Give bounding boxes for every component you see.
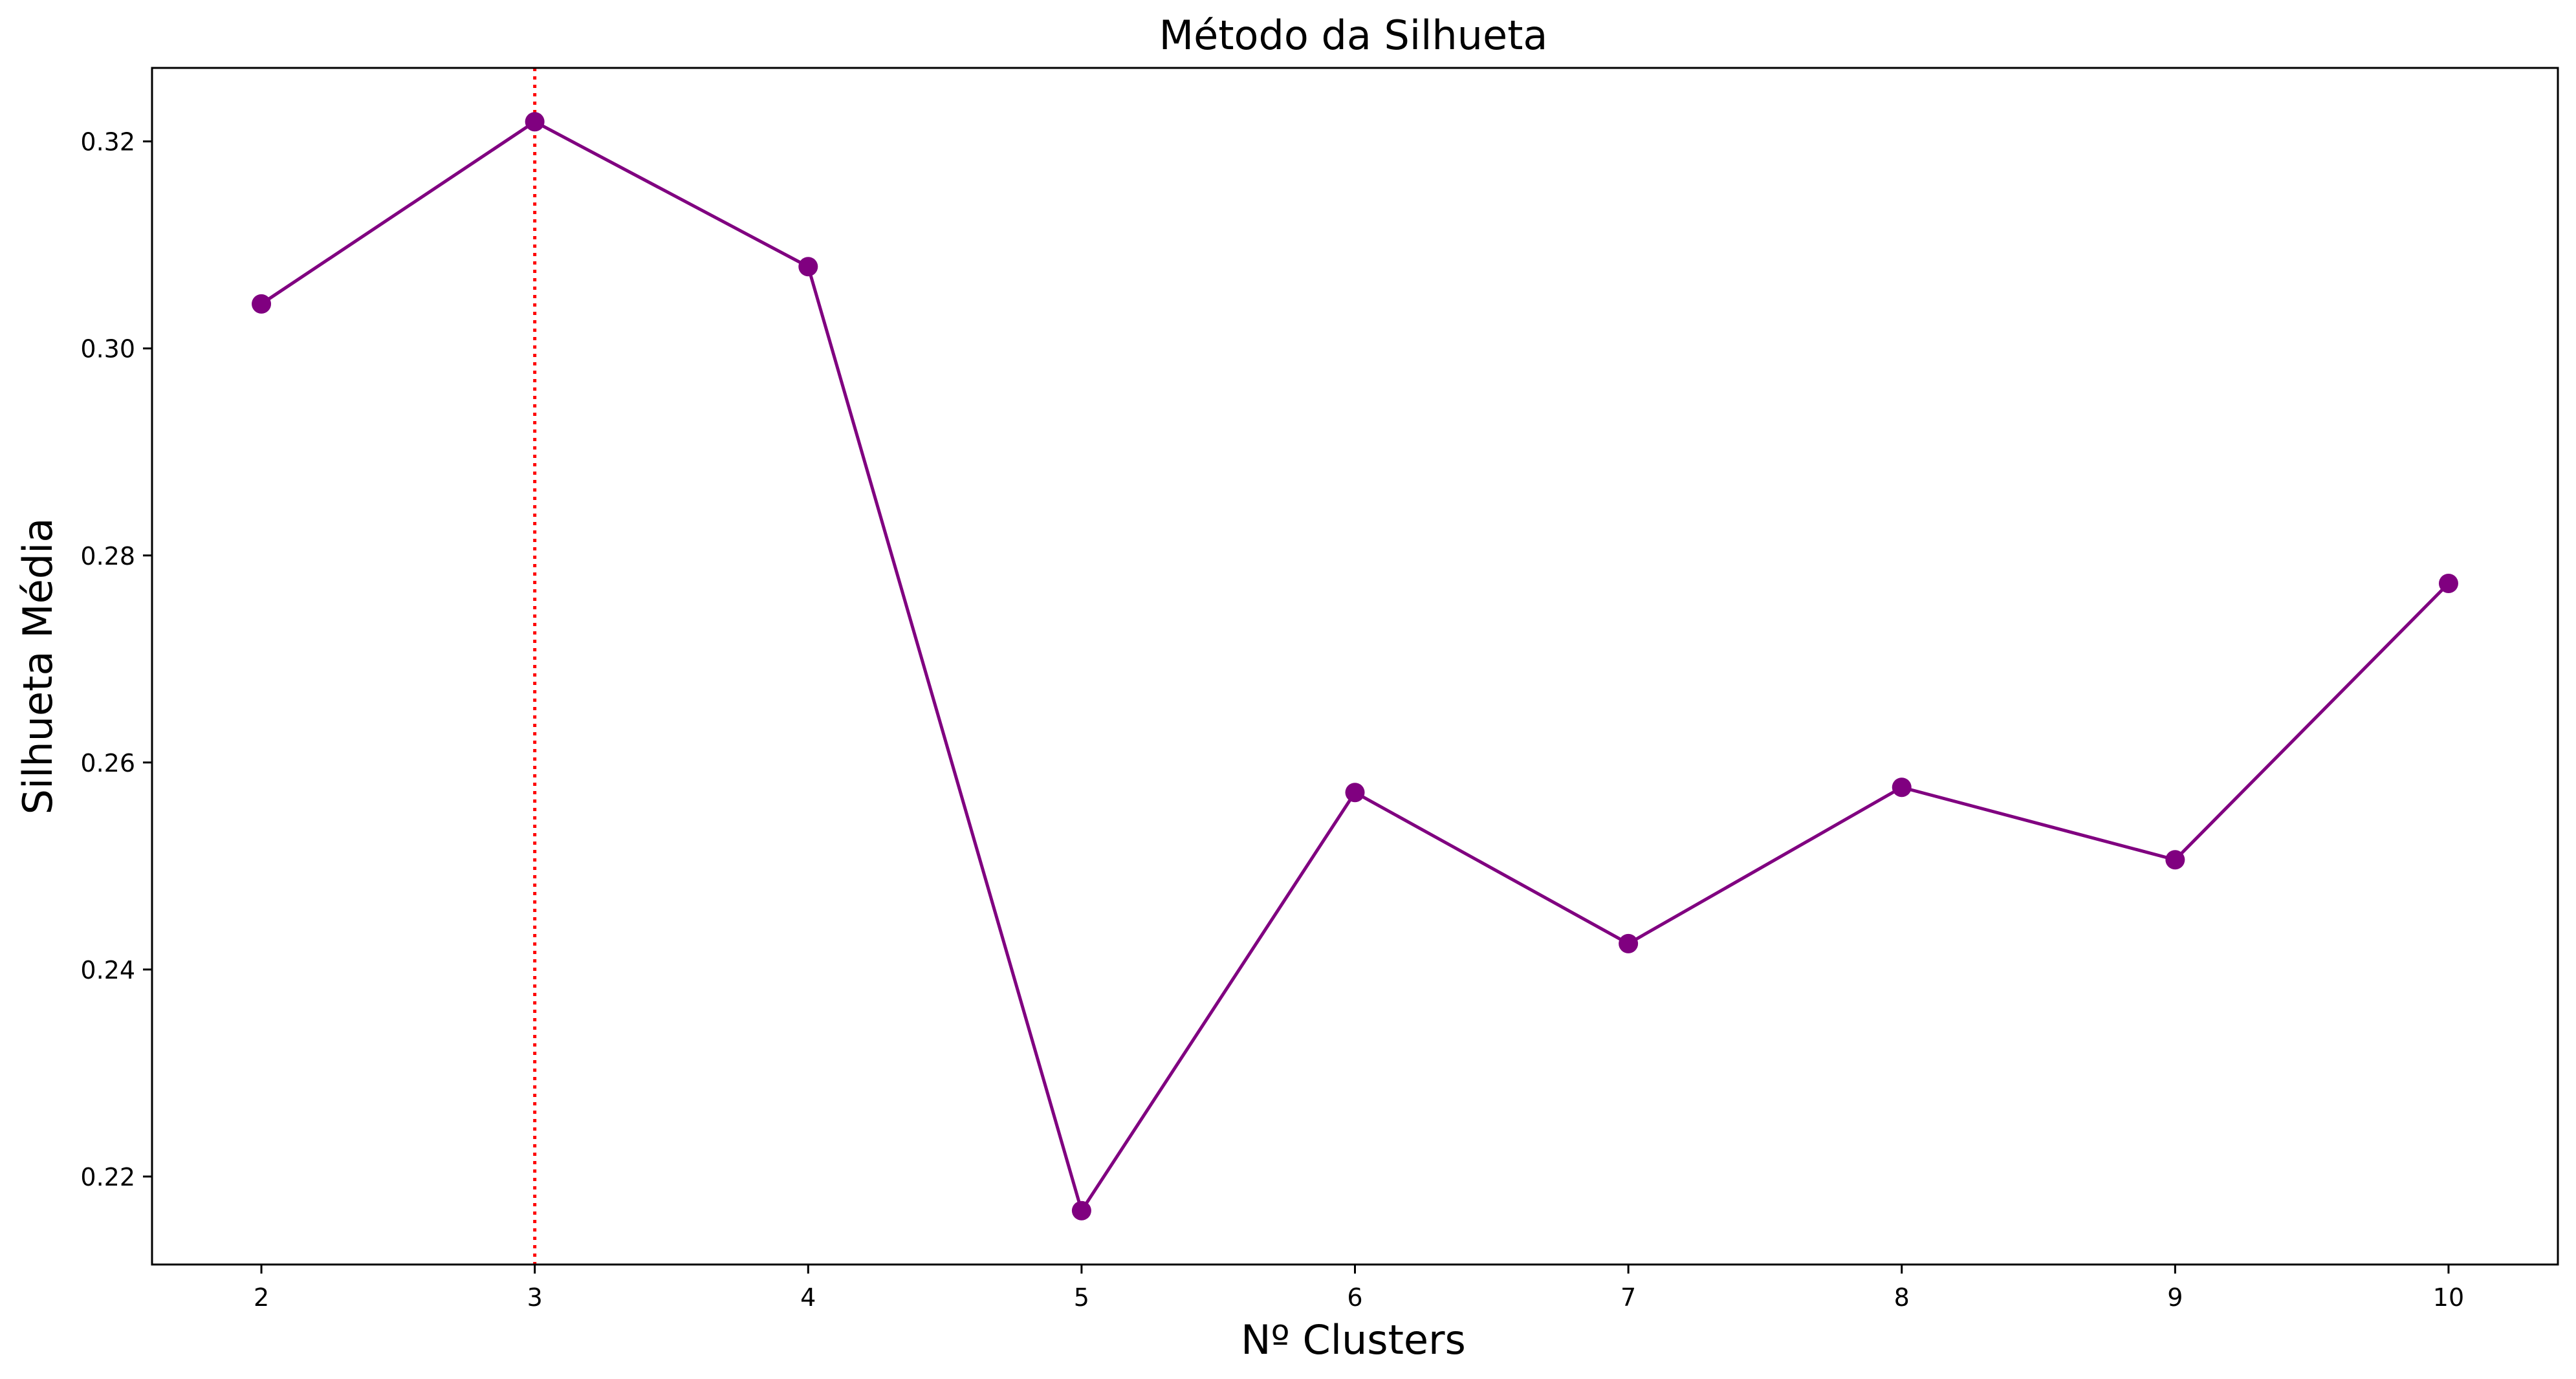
y-tick-label: 0.30 (80, 335, 135, 364)
x-tick-label: 4 (800, 1283, 816, 1312)
series-layer (252, 112, 2458, 1221)
x-tick-label: 10 (2433, 1283, 2464, 1312)
data-point (2165, 850, 2185, 870)
data-point (1892, 777, 1912, 798)
data-point (252, 294, 272, 314)
data-point (525, 112, 545, 132)
y-tick-label: 0.28 (80, 542, 135, 570)
chart-title: Método da Silhueta (1159, 12, 1548, 59)
x-tick-label: 3 (527, 1283, 543, 1312)
tick-layer: 2 3 4 5 6 7 8 9 10 0.22 0.24 0.26 0.28 0.30 0.32 (80, 128, 2464, 1312)
data-point (1619, 933, 1639, 953)
data-point (1071, 1200, 1091, 1221)
y-tick-label: 0.26 (80, 749, 135, 777)
x-tick-label: 7 (1621, 1283, 1636, 1312)
y-tick-label: 0.22 (80, 1163, 135, 1191)
y-axis-label: Silhueta Média (14, 518, 61, 815)
x-tick-label: 9 (2167, 1283, 2183, 1312)
y-tick-label: 0.24 (80, 956, 135, 984)
data-point (1345, 783, 1365, 803)
data-point (798, 257, 818, 277)
x-tick-label: 6 (1347, 1283, 1362, 1312)
x-tick-label: 8 (1894, 1283, 1910, 1312)
data-point (2438, 573, 2458, 593)
x-tick-label: 5 (1074, 1283, 1089, 1312)
x-tick-label: 2 (254, 1283, 269, 1312)
x-axis-label: Nº Clusters (1241, 1316, 1466, 1363)
y-tick-label: 0.32 (80, 128, 135, 157)
